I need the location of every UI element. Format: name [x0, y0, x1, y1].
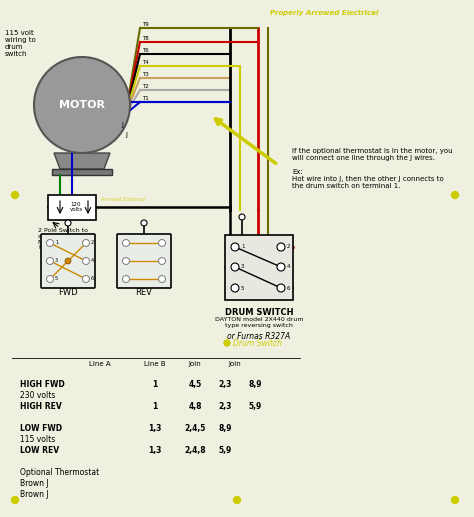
Text: If the optional thermostat is in the motor, you
will connect one line through th: If the optional thermostat is in the mot…: [292, 148, 453, 189]
Circle shape: [46, 257, 54, 265]
Text: J: J: [125, 132, 127, 138]
Text: 120
volts: 120 volts: [69, 202, 82, 212]
Text: Properly Arrowed Electrical: Properly Arrowed Electrical: [270, 10, 378, 16]
Text: 5,9: 5,9: [219, 446, 232, 455]
Text: 3: 3: [241, 265, 245, 269]
Text: T9: T9: [142, 22, 149, 27]
Circle shape: [234, 496, 240, 504]
FancyBboxPatch shape: [41, 234, 95, 288]
Text: 1: 1: [152, 380, 158, 389]
Text: LOW FWD: LOW FWD: [20, 424, 62, 433]
Text: 1: 1: [55, 240, 58, 246]
Text: or Furnas R327A: or Furnas R327A: [228, 332, 291, 341]
Circle shape: [34, 57, 130, 153]
Circle shape: [122, 276, 129, 282]
Text: 8,9: 8,9: [248, 380, 262, 389]
Text: T3: T3: [142, 72, 149, 77]
Circle shape: [277, 263, 285, 271]
Circle shape: [452, 191, 458, 199]
Text: HIGH REV: HIGH REV: [20, 402, 62, 411]
Text: 4: 4: [91, 258, 94, 264]
Circle shape: [158, 239, 165, 247]
Text: 6: 6: [91, 277, 94, 281]
Text: 1,3: 1,3: [148, 446, 162, 455]
Text: Line A: Line A: [89, 361, 111, 367]
Text: Optional Thermostat: Optional Thermostat: [20, 468, 99, 477]
Text: 5,9: 5,9: [248, 402, 262, 411]
Circle shape: [82, 276, 90, 282]
Text: T4: T4: [142, 60, 149, 65]
Polygon shape: [54, 153, 110, 169]
Text: 4,5: 4,5: [188, 380, 201, 389]
Text: J: J: [121, 122, 123, 128]
Text: Drum Switch: Drum Switch: [233, 339, 282, 347]
Circle shape: [11, 191, 18, 199]
Circle shape: [158, 276, 165, 282]
Text: HIGH FWD: HIGH FWD: [20, 380, 65, 389]
Text: 2,4,5: 2,4,5: [184, 424, 206, 433]
Circle shape: [46, 276, 54, 282]
Circle shape: [277, 284, 285, 292]
Circle shape: [452, 496, 458, 504]
Circle shape: [158, 257, 165, 265]
Circle shape: [231, 263, 239, 271]
Text: Join: Join: [228, 361, 241, 367]
Text: 115 volts: 115 volts: [20, 435, 55, 444]
Text: FWD: FWD: [58, 288, 78, 297]
Text: DAYTON model 2X440 drum
type reversing switch: DAYTON model 2X440 drum type reversing s…: [215, 317, 303, 328]
Text: REV: REV: [136, 288, 153, 297]
Text: 2: 2: [91, 240, 94, 246]
Circle shape: [82, 257, 90, 265]
FancyBboxPatch shape: [117, 234, 171, 288]
Circle shape: [65, 220, 71, 226]
Text: 2: 2: [287, 245, 291, 250]
Text: LOW REV: LOW REV: [20, 446, 59, 455]
Text: 1: 1: [152, 402, 158, 411]
Text: 4: 4: [287, 265, 291, 269]
Text: 6: 6: [287, 285, 291, 291]
Text: 5: 5: [55, 277, 58, 281]
Circle shape: [224, 340, 230, 346]
Circle shape: [122, 239, 129, 247]
Text: 115 volt
wiring to
drum
switch: 115 volt wiring to drum switch: [5, 30, 36, 57]
Circle shape: [239, 214, 245, 220]
Text: 4,8: 4,8: [188, 402, 202, 411]
Text: 1: 1: [241, 245, 245, 250]
Circle shape: [65, 258, 71, 264]
Text: T2: T2: [142, 84, 149, 89]
Circle shape: [231, 284, 239, 292]
Text: T1: T1: [142, 96, 149, 101]
Text: 2,4,8: 2,4,8: [184, 446, 206, 455]
Text: Line B: Line B: [144, 361, 166, 367]
Circle shape: [46, 239, 54, 247]
Text: Join: Join: [189, 361, 201, 367]
Bar: [48, 195, 96, 220]
Text: 2 Pole Switch to
shutoff power for
Maintenance or
Emergency: 2 Pole Switch to shutoff power for Maint…: [38, 228, 92, 250]
Circle shape: [141, 220, 147, 226]
Bar: [225, 235, 293, 300]
Circle shape: [122, 257, 129, 265]
Circle shape: [231, 243, 239, 251]
Text: 2,3: 2,3: [219, 380, 232, 389]
Text: 2,3: 2,3: [219, 402, 232, 411]
Text: T8: T8: [142, 36, 149, 41]
Circle shape: [11, 496, 18, 504]
Text: Brown J: Brown J: [20, 479, 49, 488]
Text: Arrowed Electrical: Arrowed Electrical: [101, 197, 146, 202]
Circle shape: [82, 239, 90, 247]
Text: 230 volts: 230 volts: [20, 391, 55, 400]
Circle shape: [277, 243, 285, 251]
Text: MOTOR: MOTOR: [59, 100, 105, 110]
Text: 3: 3: [55, 258, 58, 264]
Text: 5: 5: [241, 285, 245, 291]
Polygon shape: [52, 169, 112, 175]
Text: Brown J: Brown J: [20, 490, 49, 499]
Text: 1,3: 1,3: [148, 424, 162, 433]
Text: 8,9: 8,9: [218, 424, 232, 433]
Text: DRUM SWITCH: DRUM SWITCH: [225, 308, 293, 317]
Text: T6: T6: [142, 48, 149, 53]
